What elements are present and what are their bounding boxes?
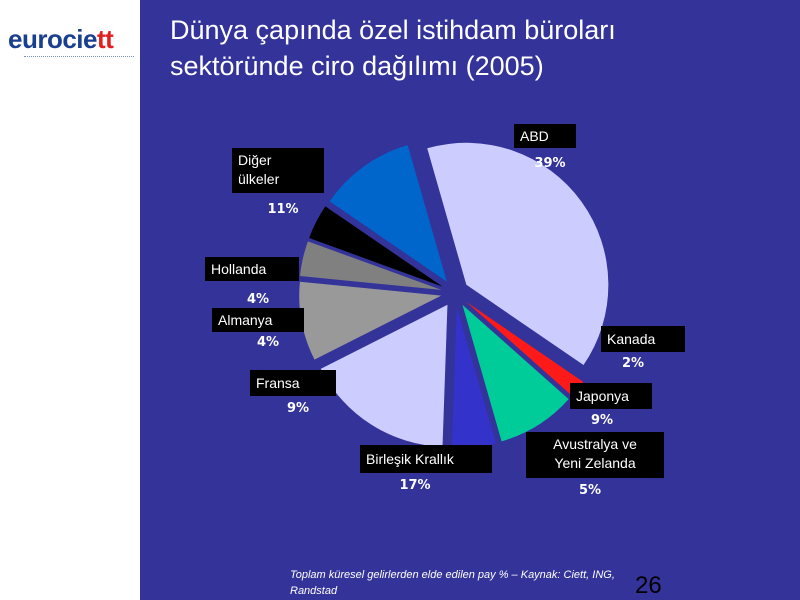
- slice-label-box: [514, 124, 576, 148]
- logo-tagline-decoration: [24, 56, 134, 59]
- slice-percent-label: 11%: [267, 202, 298, 217]
- slice-label: Birleşik Krallık: [366, 451, 455, 467]
- slice-percent-label: 9%: [287, 401, 309, 416]
- slice-label: Almanya: [218, 312, 273, 328]
- pie-slice: [329, 145, 447, 282]
- slide-content: Dünya çapında özel istihdam büroları sek…: [140, 0, 800, 600]
- slice-label-box: [526, 432, 664, 478]
- slice-label-box: [570, 383, 652, 409]
- slice-label: Hollanda: [211, 261, 266, 277]
- pie-slice: [300, 241, 442, 290]
- page-number: 26: [635, 572, 662, 599]
- slice-label-box: [601, 326, 685, 352]
- pie-slice: [466, 301, 584, 396]
- pie-slice: [451, 306, 496, 449]
- title-line-1: Dünya çapında özel istihdam büroları: [170, 15, 616, 45]
- slice-label: Avustralya ve Yeni Zelanda: [553, 436, 637, 471]
- slide-title: Dünya çapında özel istihdam büroları sek…: [170, 12, 770, 84]
- slice-label: Kanada: [607, 331, 655, 347]
- eurociett-logo: eurociett: [8, 24, 114, 54]
- pie-slices: [299, 142, 609, 449]
- slice-percent-label: 9%: [591, 413, 613, 428]
- slice-label-box: [212, 308, 304, 332]
- slice-percent-label: 17%: [399, 478, 430, 493]
- slice-label-box: [250, 370, 336, 396]
- pie-chart: ABD 39% Kanada 2% Japonya 9% Avustralya ve Yeni…: [205, 124, 685, 498]
- pie-labels: ABD 39% Kanada 2% Japonya 9% Avustralya ve Yeni…: [205, 124, 685, 498]
- sidebar: eurociett: [0, 0, 140, 600]
- slice-label: Japonya: [576, 388, 629, 404]
- slice-label: ABD: [520, 128, 549, 144]
- pie-slice: [462, 304, 569, 442]
- slice-percent-label: 4%: [247, 292, 269, 307]
- slice-percent-label: 5%: [579, 483, 601, 498]
- slice-label-box: [205, 257, 299, 281]
- slice-percent-label: 39%: [534, 156, 565, 171]
- pie-slice: [309, 206, 443, 287]
- slice-label-box: [360, 445, 492, 473]
- pie-slice: [320, 304, 448, 447]
- pie-slice: [299, 281, 442, 360]
- slice-label: Diğer ülkeler: [238, 152, 280, 187]
- slice-label-box: [232, 148, 324, 193]
- slice-label: Fransa: [256, 375, 300, 391]
- title-line-2: sektöründe ciro dağılımı (2005): [170, 51, 544, 81]
- pie-slice: [427, 142, 609, 366]
- slice-percent-label: 2%: [622, 356, 644, 371]
- slice-percent-label: 4%: [257, 335, 279, 350]
- source-footnote: Toplam küresel gelirlerden elde edilen p…: [290, 569, 615, 597]
